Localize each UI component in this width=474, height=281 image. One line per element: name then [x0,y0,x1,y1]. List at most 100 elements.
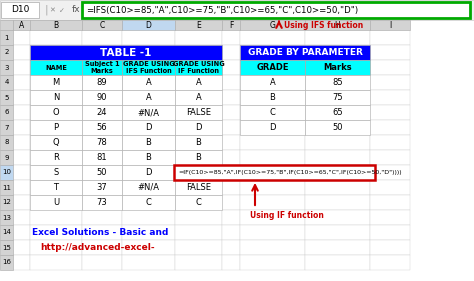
Bar [122,105,175,120]
Text: 81: 81 [97,153,107,162]
Bar [82,150,122,165]
Text: B: B [54,21,59,30]
Bar [0,255,13,270]
Bar [82,195,122,210]
Bar [240,195,305,210]
Text: I: I [389,21,391,30]
Bar [175,75,222,90]
Text: A: A [146,78,151,87]
Text: ✓: ✓ [59,8,65,14]
Text: B: B [146,138,151,147]
Bar [175,135,222,150]
Text: GRADE: GRADE [256,63,289,72]
Text: M: M [52,78,60,87]
Bar [122,150,175,165]
Text: 12: 12 [2,200,11,205]
Text: T: T [54,183,58,192]
Bar [305,90,370,105]
Text: B: B [270,93,275,102]
Bar [175,210,222,225]
Text: 4: 4 [4,80,9,85]
Bar [240,150,305,165]
Bar [1,2,39,18]
Bar [370,240,410,255]
Bar [222,135,240,150]
Bar [122,150,175,165]
Bar [13,60,30,75]
Bar [122,210,175,225]
Bar [370,45,410,60]
Bar [30,165,82,180]
Bar [122,105,175,120]
Text: http://advanced-excel-: http://advanced-excel- [40,243,155,252]
Bar [175,150,222,165]
Bar [370,150,410,165]
Bar [305,90,370,105]
Text: 15: 15 [2,244,11,250]
Text: =IF(C10>=85,"A",IF(C10>=75,"B",IF(C10>=65,"C",IF(C10>=50,"D")))): =IF(C10>=85,"A",IF(C10>=75,"B",IF(C10>=6… [178,170,401,175]
Bar [0,165,13,180]
Bar [122,165,175,180]
Bar [370,135,410,150]
Text: D: D [146,21,151,30]
Bar [122,60,175,75]
Bar [122,120,175,135]
Bar [0,240,13,255]
Text: C: C [100,21,105,30]
Bar [174,165,375,180]
Bar [305,135,370,150]
Bar [0,20,13,30]
Text: D: D [145,123,152,132]
Bar [82,255,122,270]
Text: O: O [53,108,59,117]
Text: #N/A: #N/A [137,183,159,192]
Bar [30,45,222,60]
Bar [13,150,30,165]
Bar [30,225,82,240]
Bar [175,75,222,90]
Bar [0,135,13,150]
Text: U: U [53,198,59,207]
Text: 2: 2 [4,49,9,56]
Bar [175,20,222,30]
Bar [370,120,410,135]
Bar [370,105,410,120]
Bar [240,75,305,90]
Bar [305,210,370,225]
Bar [30,135,82,150]
Text: C: C [270,108,275,117]
Bar [0,45,13,60]
Bar [30,210,82,225]
Bar [82,165,122,180]
Bar [0,30,13,45]
Bar [222,30,240,45]
Bar [30,240,82,255]
Text: H: H [335,21,340,30]
Bar [82,135,122,150]
Text: GRADE BY PARAMETER: GRADE BY PARAMETER [247,48,363,57]
Bar [240,60,305,75]
Text: 6: 6 [4,110,9,115]
Bar [222,45,240,60]
Bar [222,60,240,75]
Bar [370,30,410,45]
Text: A: A [19,21,24,30]
Bar [30,60,82,75]
Text: 37: 37 [97,183,108,192]
Bar [13,165,30,180]
Bar [175,195,222,210]
Bar [82,225,122,240]
Bar [240,45,370,60]
Bar [82,180,122,195]
Bar [30,180,82,195]
Text: Subject 1
Marks: Subject 1 Marks [85,61,119,74]
Text: 10: 10 [2,169,11,176]
Bar [122,180,175,195]
Bar [82,120,122,135]
Bar [305,105,370,120]
Bar [222,180,240,195]
Bar [82,60,122,75]
Text: 5: 5 [4,94,9,101]
Bar [122,120,175,135]
Bar [240,165,305,180]
